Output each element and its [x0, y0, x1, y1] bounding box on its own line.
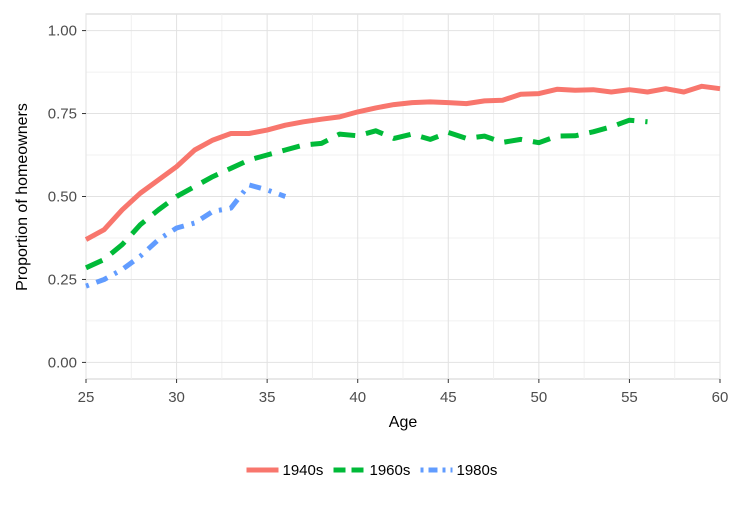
- y-tick-label: 0.75: [48, 106, 77, 123]
- major-gridlines: [85, 14, 721, 379]
- series-lines: [84, 83, 721, 289]
- legend-label: 1940s: [283, 462, 324, 479]
- legend-label: 1960s: [370, 462, 411, 479]
- y-tick-label: 0.00: [48, 354, 77, 371]
- series-line-1940s: [84, 83, 721, 242]
- x-tick-label: 50: [531, 389, 548, 406]
- legend-label: 1980s: [457, 462, 498, 479]
- y-axis-title: Proportion of homeowners: [14, 103, 31, 291]
- y-tick-label: 0.25: [48, 271, 77, 288]
- x-axis-title: Age: [389, 414, 418, 431]
- x-tick-label: 60: [712, 389, 729, 406]
- y-tick-label: 1.00: [48, 23, 77, 40]
- legend: 1940s 1960s 1980s: [246, 462, 498, 479]
- series-line-1960s: [84, 117, 648, 271]
- series-line-1980s: [85, 182, 287, 289]
- x-axis-ticks: 25 30 35 40 45 50 55 60: [78, 379, 729, 406]
- x-tick-label: 40: [349, 389, 366, 406]
- x-tick-label: 30: [168, 389, 185, 406]
- y-axis-ticks: 0.00 0.25 0.50 0.75 1.00: [48, 23, 86, 371]
- x-tick-label: 55: [621, 389, 638, 406]
- x-tick-label: 25: [78, 389, 95, 406]
- x-tick-label: 45: [440, 389, 457, 406]
- y-tick-label: 0.50: [48, 189, 77, 206]
- x-tick-label: 35: [259, 389, 276, 406]
